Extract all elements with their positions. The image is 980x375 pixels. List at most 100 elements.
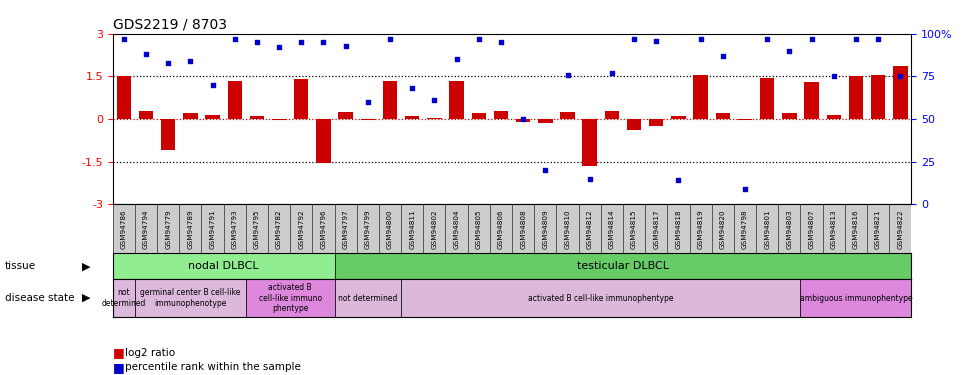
Text: GDS2219 / 8703: GDS2219 / 8703 — [113, 17, 226, 31]
Bar — [250, 116, 265, 119]
Text: ▶: ▶ — [82, 293, 90, 303]
Text: GSM94811: GSM94811 — [410, 209, 416, 249]
Point — [670, 177, 686, 183]
Point — [227, 36, 243, 42]
Text: nodal DLBCL: nodal DLBCL — [188, 261, 259, 271]
Point — [737, 186, 753, 192]
Text: not
determined: not determined — [102, 288, 146, 308]
Text: GSM94782: GSM94782 — [276, 209, 282, 249]
Text: GSM94801: GSM94801 — [764, 209, 770, 249]
Text: GSM94817: GSM94817 — [654, 209, 660, 249]
Bar — [627, 119, 641, 130]
Bar — [782, 113, 797, 119]
Point — [715, 53, 731, 59]
Bar — [334, 279, 401, 317]
Point — [116, 36, 131, 42]
Bar — [317, 119, 330, 163]
Bar — [471, 113, 486, 119]
Point — [693, 36, 709, 42]
Text: activated B
cell-like immuno
phentype: activated B cell-like immuno phentype — [259, 283, 321, 313]
Point — [626, 36, 642, 42]
Text: GSM94812: GSM94812 — [587, 209, 593, 249]
Bar — [561, 112, 574, 119]
Bar — [494, 111, 509, 119]
Text: GSM94803: GSM94803 — [786, 209, 793, 249]
Point — [560, 72, 575, 78]
Bar — [135, 279, 246, 317]
Point — [604, 70, 619, 76]
Point — [493, 39, 509, 45]
Bar — [805, 82, 818, 119]
Text: GSM94814: GSM94814 — [609, 209, 614, 249]
Point — [316, 39, 331, 45]
Bar — [383, 81, 397, 119]
Point — [138, 51, 154, 57]
Bar — [871, 75, 885, 119]
Point — [760, 36, 775, 42]
Text: ■: ■ — [113, 361, 124, 374]
Point — [405, 86, 420, 92]
Text: testicular DLBCL: testicular DLBCL — [577, 261, 669, 271]
Text: GSM94796: GSM94796 — [320, 209, 326, 249]
Text: log2 ratio: log2 ratio — [125, 348, 175, 357]
Text: activated B cell-like immunophentype: activated B cell-like immunophentype — [528, 294, 673, 303]
Point — [249, 39, 265, 45]
Bar — [334, 253, 911, 279]
Text: tissue: tissue — [5, 261, 36, 271]
Point — [360, 99, 375, 105]
Text: GSM94795: GSM94795 — [254, 209, 260, 249]
Text: GSM94802: GSM94802 — [431, 209, 437, 249]
Text: GSM94822: GSM94822 — [898, 209, 904, 249]
Text: GSM94791: GSM94791 — [210, 209, 216, 249]
Point — [804, 36, 819, 42]
Point — [582, 176, 598, 182]
Point — [182, 58, 198, 64]
Bar — [826, 115, 841, 119]
Text: GSM94810: GSM94810 — [564, 209, 570, 249]
Point — [537, 167, 553, 173]
Bar — [161, 119, 175, 150]
Text: GSM94813: GSM94813 — [831, 209, 837, 249]
Text: ambiguous immunophentype: ambiguous immunophentype — [800, 294, 912, 303]
Bar — [139, 111, 153, 119]
Bar — [113, 253, 334, 279]
Point — [893, 74, 908, 80]
Text: GSM94792: GSM94792 — [298, 209, 304, 249]
Bar — [405, 116, 419, 119]
Text: GSM94794: GSM94794 — [143, 209, 149, 249]
Text: GSM94797: GSM94797 — [343, 209, 349, 249]
Bar — [271, 119, 286, 120]
Bar — [117, 76, 131, 119]
Text: ▶: ▶ — [82, 261, 90, 271]
Bar — [671, 116, 686, 119]
Text: GSM94805: GSM94805 — [475, 209, 482, 249]
Point — [293, 39, 309, 45]
Text: GSM94779: GSM94779 — [166, 209, 171, 249]
Text: not determined: not determined — [338, 294, 398, 303]
Bar — [206, 115, 220, 119]
Text: GSM94799: GSM94799 — [365, 209, 370, 249]
Bar — [401, 279, 801, 317]
Point — [205, 82, 220, 88]
Bar — [849, 76, 863, 119]
Bar — [427, 118, 442, 119]
Text: GSM94789: GSM94789 — [187, 209, 193, 249]
Point — [649, 38, 664, 44]
Bar — [361, 119, 375, 120]
Text: GSM94804: GSM94804 — [454, 209, 460, 249]
Bar — [538, 119, 553, 123]
Text: GSM94809: GSM94809 — [542, 209, 549, 249]
Text: GSM94820: GSM94820 — [720, 209, 726, 249]
Bar — [582, 119, 597, 166]
Point — [471, 36, 487, 42]
Point — [826, 74, 842, 80]
Text: GSM94793: GSM94793 — [231, 209, 238, 249]
Bar — [294, 79, 309, 119]
Point — [338, 43, 354, 49]
Bar — [715, 113, 730, 119]
Text: GSM94800: GSM94800 — [387, 209, 393, 249]
Bar — [605, 111, 619, 119]
Text: GSM94798: GSM94798 — [742, 209, 748, 249]
Bar — [246, 279, 334, 317]
Text: GSM94808: GSM94808 — [520, 209, 526, 249]
